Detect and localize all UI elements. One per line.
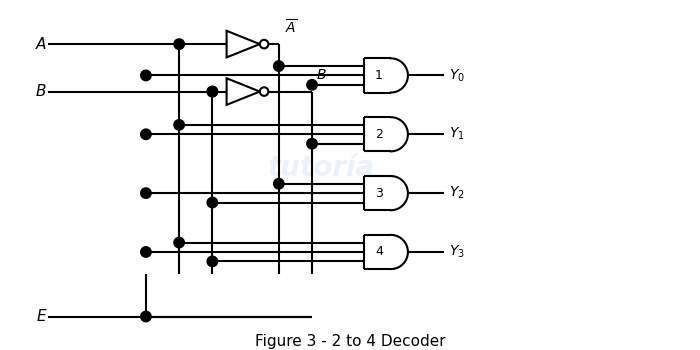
Circle shape <box>141 311 151 322</box>
Text: Figure 3 - 2 to 4 Decoder: Figure 3 - 2 to 4 Decoder <box>255 334 445 349</box>
Text: A: A <box>36 37 46 51</box>
Circle shape <box>141 188 151 198</box>
Circle shape <box>207 86 218 97</box>
Text: E: E <box>36 309 46 324</box>
Text: 4: 4 <box>375 245 383 259</box>
Circle shape <box>141 129 151 140</box>
Circle shape <box>174 237 184 248</box>
Circle shape <box>207 256 218 267</box>
Text: $Y_2$: $Y_2$ <box>449 185 464 201</box>
Circle shape <box>207 197 218 208</box>
Circle shape <box>174 39 184 49</box>
Circle shape <box>307 79 317 90</box>
Circle shape <box>141 247 151 257</box>
Text: B: B <box>36 84 46 99</box>
Text: $\overline{A}$: $\overline{A}$ <box>284 18 297 36</box>
Text: 3: 3 <box>375 187 383 199</box>
Circle shape <box>174 120 184 130</box>
Text: $\overline{B}$: $\overline{B}$ <box>316 66 328 84</box>
Text: $Y_1$: $Y_1$ <box>449 126 464 142</box>
Text: 2: 2 <box>375 128 383 141</box>
Text: 1: 1 <box>375 69 383 82</box>
Circle shape <box>307 139 317 149</box>
Circle shape <box>274 61 284 71</box>
Text: $Y_3$: $Y_3$ <box>449 244 465 260</box>
Text: $Y_0$: $Y_0$ <box>449 67 465 84</box>
Circle shape <box>207 86 218 97</box>
Circle shape <box>274 178 284 189</box>
Text: tutoría: tutoría <box>268 154 375 182</box>
Circle shape <box>141 70 151 80</box>
